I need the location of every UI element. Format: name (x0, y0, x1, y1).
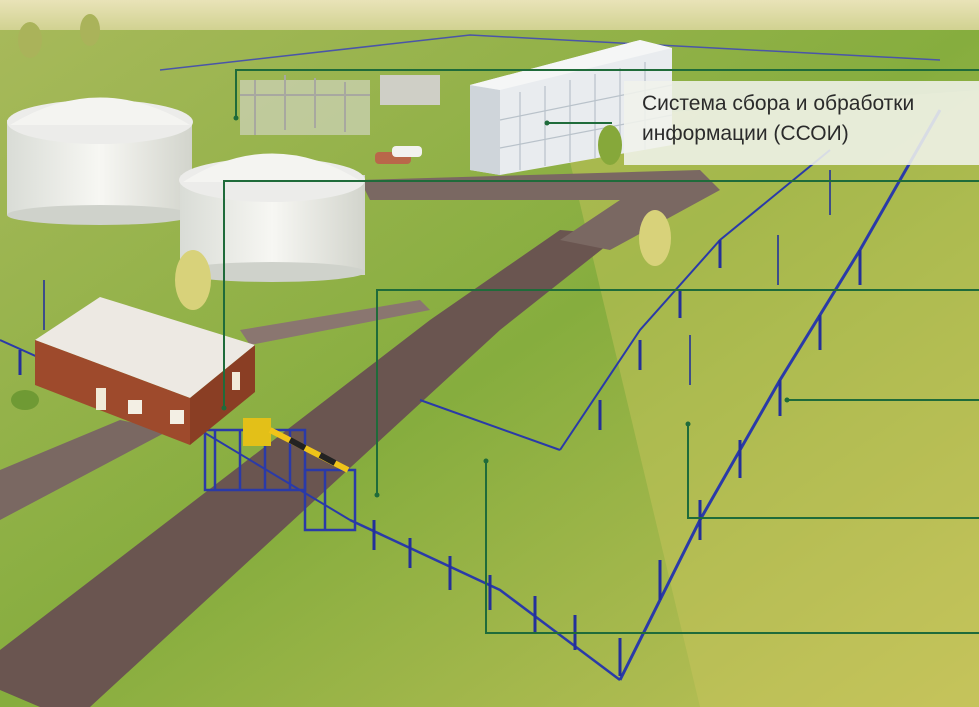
ssoi-callout-label: Система сбора и обработки информации (СС… (624, 81, 979, 165)
checkpoint-wall-right (190, 345, 255, 445)
fence-front (349, 518, 621, 681)
leader-line-6 (687, 424, 979, 519)
fence-inner (419, 399, 561, 451)
trees (11, 14, 671, 410)
storage-tank-left (7, 97, 193, 225)
equipment-block (380, 75, 440, 105)
side-path (0, 420, 170, 520)
light-poles (43, 170, 831, 385)
side-path-2 (240, 300, 430, 345)
fence-middle (559, 149, 831, 451)
leader-line-3 (223, 180, 979, 408)
checkpoint-wall-left (35, 340, 190, 445)
fence-posts (18, 240, 862, 676)
car-2 (392, 146, 422, 157)
fence-top (159, 34, 941, 71)
ssoi-label-line-2: информации (ССОИ) (642, 122, 849, 145)
leader-line-1 (235, 69, 979, 118)
leader-line-7 (485, 461, 979, 634)
barrier-arm (268, 427, 350, 473)
substation (240, 75, 370, 135)
callout-lines (223, 69, 979, 634)
road-branch (360, 170, 720, 250)
leader-endpoints (221, 115, 790, 498)
leader-line-4 (376, 289, 979, 495)
checkpoint-roof (35, 297, 255, 398)
barrier-cabinet (243, 418, 271, 446)
main-road (0, 230, 620, 707)
ssoi-label-line-1: Система сбора и обработки (642, 92, 915, 115)
